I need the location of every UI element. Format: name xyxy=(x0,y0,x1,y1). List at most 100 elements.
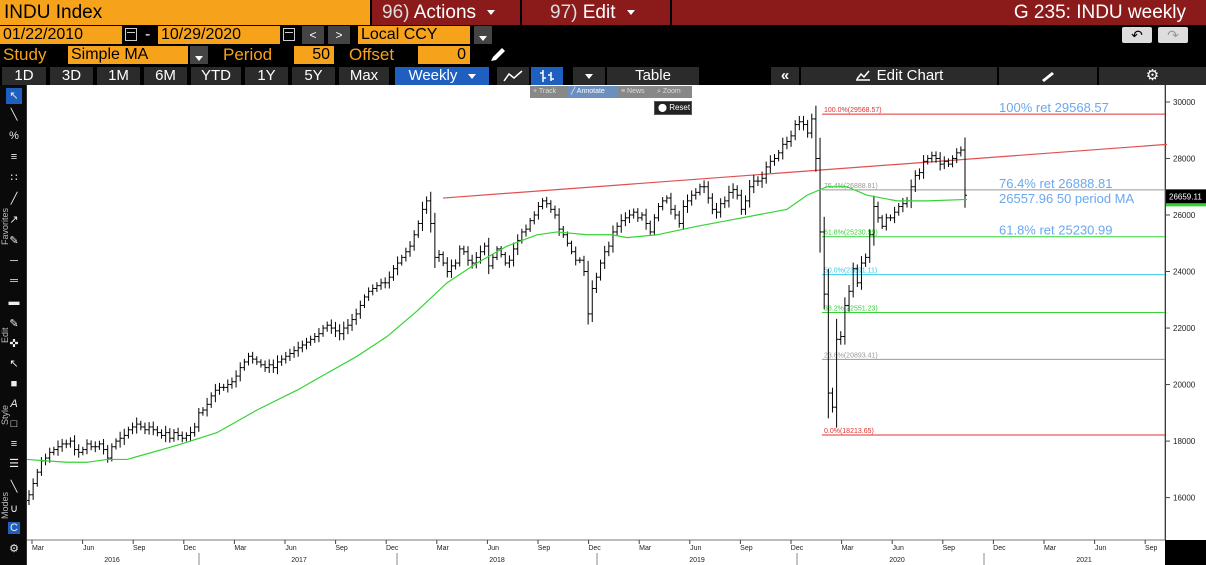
ohlc-bar xyxy=(685,194,690,213)
frequency-select[interactable]: Weekly xyxy=(395,67,489,85)
trend-tool-icon[interactable]: ╱ xyxy=(10,193,18,205)
undo-button[interactable]: ↶ xyxy=(1122,27,1152,43)
ohlc-bar xyxy=(283,351,288,364)
ohlc-bar xyxy=(275,355,280,375)
edit-pen-icon[interactable]: ✎ xyxy=(9,318,19,330)
zoom-button[interactable]: ⌕ Zoom xyxy=(657,88,681,95)
draw-tool-button[interactable] xyxy=(999,67,1097,85)
study-dropdown[interactable] xyxy=(190,46,208,64)
tab-3d[interactable]: 3D xyxy=(50,67,93,85)
trendline[interactable] xyxy=(442,143,1168,199)
prev-range-button[interactable]: < xyxy=(302,26,324,44)
ohlc-bar xyxy=(457,245,462,267)
next-range-button[interactable]: > xyxy=(328,26,350,44)
ohlc-bar xyxy=(615,222,620,236)
edit-number: 97) xyxy=(550,2,578,23)
fan-tool-icon[interactable]: ∷ xyxy=(10,172,18,184)
line-tool-icon[interactable]: ╲ xyxy=(10,109,18,121)
chart-title: G 235: INDU weekly xyxy=(672,0,1206,25)
x-month-label: Jun xyxy=(83,545,94,552)
ohlc-bar xyxy=(72,435,77,456)
table-button[interactable]: Table xyxy=(607,67,699,85)
ticker-field[interactable]: INDU Index xyxy=(0,0,370,25)
currency-select[interactable]: Local CCY xyxy=(358,26,470,44)
ohlc-bar xyxy=(242,358,247,371)
percent-tool-icon[interactable]: % xyxy=(9,130,19,142)
ohlc-bar xyxy=(644,208,649,230)
edit-menu-button[interactable]: 97) Edit xyxy=(522,0,670,25)
tab-1m[interactable]: 1M xyxy=(97,67,140,85)
fib-callout: 76.4% ret 26888.81 xyxy=(999,176,1112,191)
study-select[interactable]: Simple MA xyxy=(68,46,188,64)
date-separator: - xyxy=(145,26,151,43)
line-style-icon[interactable]: ≡ xyxy=(10,438,18,450)
draw-mode-icon[interactable]: ╲ xyxy=(10,481,18,493)
move-icon[interactable]: ✜ xyxy=(9,338,19,350)
rectangle-tool-icon[interactable]: ▬ xyxy=(8,296,20,308)
width-style-icon[interactable]: ☰ xyxy=(9,458,19,470)
pointer-icon[interactable]: ↖ xyxy=(6,88,22,104)
offset-field[interactable]: 0 xyxy=(418,46,470,64)
start-date-field[interactable]: 01/22/2010 xyxy=(0,26,122,44)
chart-style-dropdown[interactable] xyxy=(573,67,605,85)
ohlc-bar xyxy=(921,155,926,179)
text-style-icon[interactable]: A xyxy=(10,398,18,410)
currency-dropdown[interactable] xyxy=(474,26,492,44)
track-button[interactable]: + Track xyxy=(533,88,557,95)
trash-icon[interactable]: ■ xyxy=(10,378,18,390)
fibonacci-tool-icon[interactable]: ≡ xyxy=(10,151,18,163)
ohlc-bar xyxy=(507,255,512,268)
magnet-mode-icon[interactable]: ∪ xyxy=(9,503,19,515)
x-month-label: Sep xyxy=(133,545,146,552)
calendar-icon[interactable] xyxy=(125,28,137,41)
ruler-icon xyxy=(1042,72,1054,82)
ohlc-bar xyxy=(594,272,599,293)
ohlc-bar-icon xyxy=(540,70,554,82)
y-tick-label: 18000 xyxy=(1173,437,1196,446)
tab-ytd[interactable]: YTD xyxy=(191,67,241,85)
tab-max[interactable]: Max xyxy=(339,67,389,85)
collapse-button[interactable]: « xyxy=(771,67,799,85)
tab-6m[interactable]: 6M xyxy=(144,67,187,85)
ohlc-bar xyxy=(362,294,367,309)
x-month-label: Dec xyxy=(993,545,1006,552)
annotate-button[interactable]: ╱ Annotate xyxy=(568,86,618,98)
ohlc-bar xyxy=(279,355,284,366)
news-button[interactable]: ≡ News xyxy=(621,88,645,95)
snap-mode-icon[interactable]: C xyxy=(8,522,20,534)
moving-average-line[interactable] xyxy=(27,186,968,463)
end-date-field[interactable]: 10/29/2020 xyxy=(158,26,280,44)
bar-chart-button[interactable] xyxy=(531,67,563,85)
settings-gear-icon[interactable]: ⚙ xyxy=(9,543,19,555)
ohlc-bar xyxy=(784,136,789,150)
tab-1y[interactable]: 1Y xyxy=(245,67,288,85)
redo-button[interactable]: ↷ xyxy=(1158,27,1188,43)
price-chart[interactable]: 16000 18000 20000 22000 24000 26000 28000 30000… xyxy=(27,85,1206,565)
ohlc-bar xyxy=(217,382,222,395)
tab-1d[interactable]: 1D xyxy=(2,67,46,85)
actions-menu-button[interactable]: 96) Actions xyxy=(372,0,520,25)
ohlc-bar xyxy=(196,407,201,432)
edit-chart-button[interactable]: Edit Chart xyxy=(801,67,997,85)
ray-tool-icon[interactable]: ↗ xyxy=(9,214,19,226)
x-month-label: Sep xyxy=(740,545,753,552)
horizontal-line-icon[interactable]: ─ xyxy=(10,255,18,267)
reset-button[interactable]: ⬤ Reset xyxy=(654,101,692,115)
period-field[interactable]: 50 xyxy=(294,46,334,64)
ohlc-bar xyxy=(503,251,508,266)
line-chart-button[interactable] xyxy=(497,67,529,85)
fib-level-label: 76.4%(26888.81) xyxy=(824,183,878,190)
fill-style-icon[interactable]: □ xyxy=(10,418,18,430)
channel-tool-icon[interactable]: ═ xyxy=(10,275,18,287)
calendar-icon[interactable] xyxy=(283,28,295,41)
ohlc-bar xyxy=(714,202,719,219)
ohlc-bar xyxy=(51,446,56,456)
pen-icon[interactable] xyxy=(488,47,506,63)
ohlc-bar xyxy=(892,206,897,224)
y-tick-label: 22000 xyxy=(1173,324,1196,333)
select-icon[interactable]: ↖ xyxy=(9,358,19,370)
pencil-icon[interactable]: ✎ xyxy=(9,235,19,247)
settings-button[interactable]: ⚙ xyxy=(1099,67,1206,85)
ohlc-bar xyxy=(938,152,943,171)
tab-5y[interactable]: 5Y xyxy=(292,67,335,85)
